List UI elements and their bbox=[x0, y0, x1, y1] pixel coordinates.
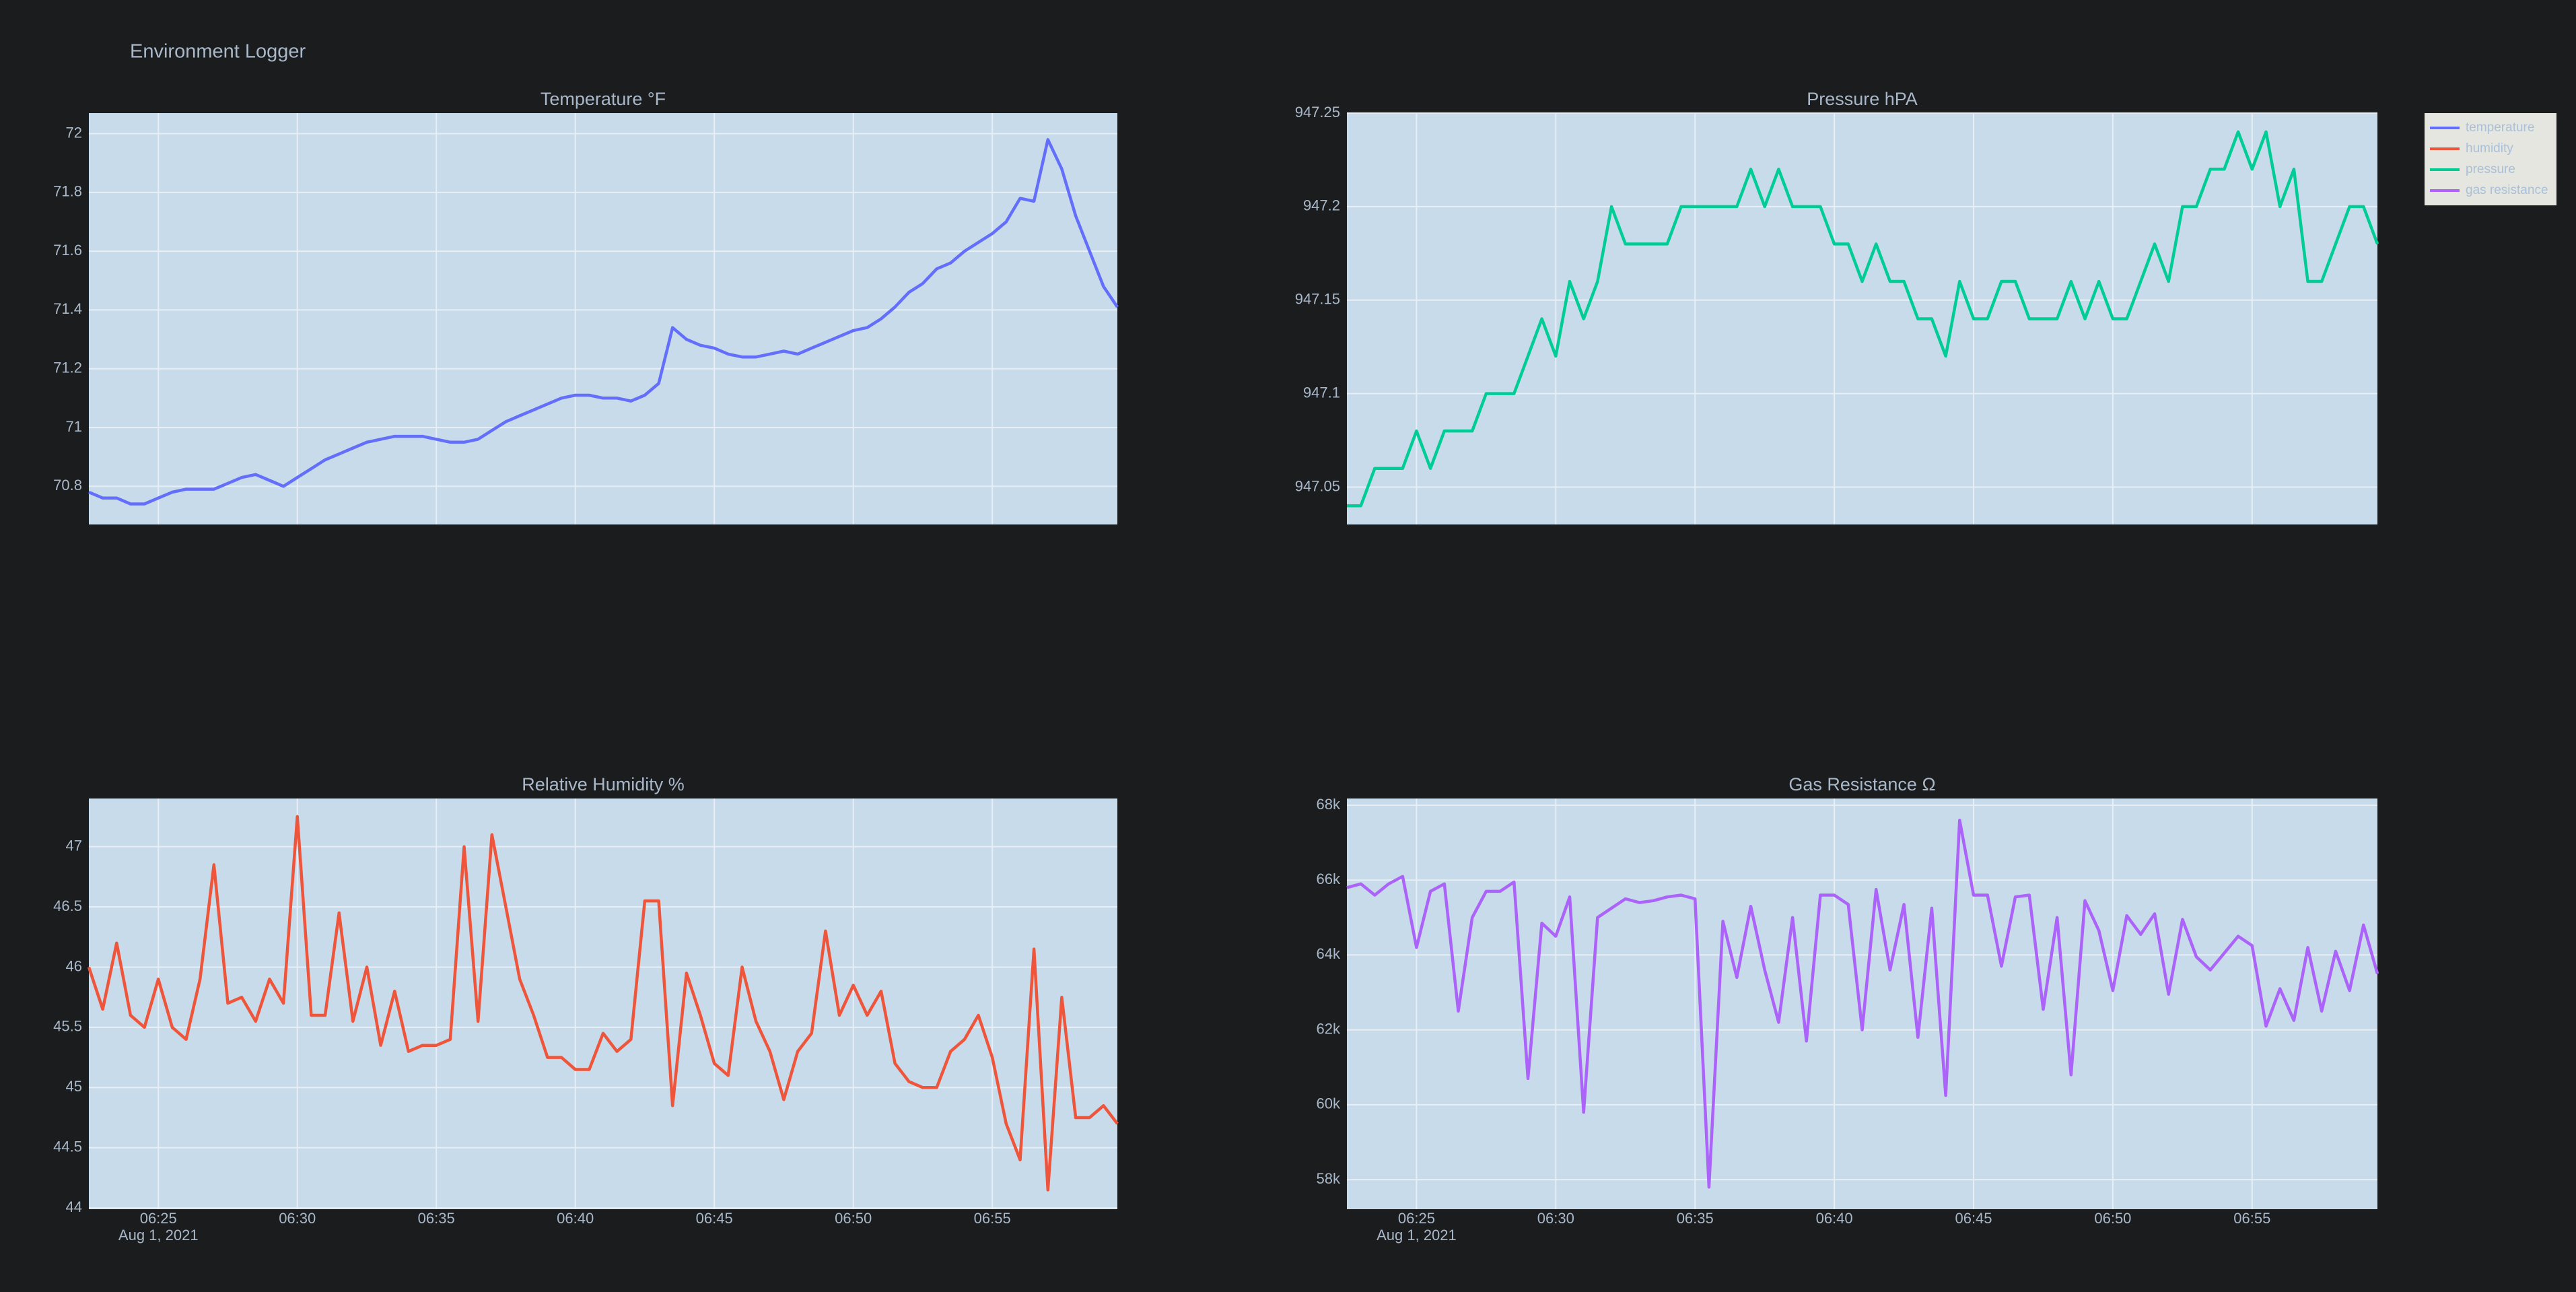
y-tick-label: 45.5 bbox=[53, 1018, 82, 1035]
x-tick-label: 06:45 bbox=[1955, 1210, 1992, 1227]
y-tick-label: 62k bbox=[1317, 1020, 1341, 1037]
y-tick-label: 71 bbox=[66, 418, 82, 435]
y-tick-label: 71.6 bbox=[53, 242, 82, 259]
y-tick-label: 47 bbox=[66, 837, 82, 854]
x-tick-label: 06:50 bbox=[2094, 1210, 2131, 1227]
y-tick-label: 66k bbox=[1317, 871, 1341, 887]
legend-label: temperature bbox=[2466, 121, 2534, 135]
x-tick-label: 06:25 bbox=[140, 1210, 177, 1227]
x-tick-label: 06:40 bbox=[1816, 1210, 1853, 1227]
chart-title: Pressure hPA bbox=[1807, 89, 1918, 109]
y-tick-label: 71.2 bbox=[53, 360, 82, 376]
x-tick-label: 06:50 bbox=[835, 1210, 872, 1227]
plot-area bbox=[1347, 798, 2377, 1209]
y-tick-label: 44 bbox=[66, 1198, 82, 1215]
x-tick-label: 06:35 bbox=[1677, 1210, 1714, 1227]
y-tick-label: 947.25 bbox=[1295, 104, 1340, 121]
legend-label: pressure bbox=[2466, 162, 2515, 176]
x-tick-label: 06:40 bbox=[557, 1210, 594, 1227]
legend-label: humidity bbox=[2466, 141, 2513, 156]
data-line bbox=[1347, 130, 2379, 508]
x-tick-date: Aug 1, 2021 bbox=[1377, 1227, 1457, 1244]
y-tick-label: 46 bbox=[66, 957, 82, 974]
y-tick-label: 44.5 bbox=[53, 1138, 82, 1155]
y-tick-label: 947.15 bbox=[1295, 291, 1340, 308]
y-tick-label: 947.1 bbox=[1303, 384, 1340, 401]
chart-title: Relative Humidity % bbox=[522, 774, 685, 794]
y-tick-label: 947.05 bbox=[1295, 477, 1340, 494]
y-tick-label: 947.2 bbox=[1303, 197, 1340, 214]
data-line bbox=[87, 815, 1119, 1192]
x-tick-label: 06:45 bbox=[696, 1210, 733, 1227]
page-title: Environment Logger bbox=[130, 41, 306, 63]
y-tick-label: 45 bbox=[66, 1078, 82, 1095]
x-tick-label: 06:25 bbox=[1398, 1210, 1435, 1227]
x-tick-label: 06:30 bbox=[1537, 1210, 1574, 1227]
y-tick-label: 64k bbox=[1317, 945, 1341, 962]
x-tick-label: 06:35 bbox=[418, 1210, 455, 1227]
y-tick-label: 72 bbox=[66, 124, 82, 141]
x-tick-label: 06:55 bbox=[2233, 1210, 2270, 1227]
chart-title: Gas Resistance Ω bbox=[1788, 774, 1935, 794]
x-tick-label: 06:55 bbox=[974, 1210, 1011, 1227]
y-tick-label: 46.5 bbox=[53, 897, 82, 914]
x-tick-date: Aug 1, 2021 bbox=[118, 1227, 199, 1244]
y-tick-label: 71.8 bbox=[53, 183, 82, 200]
chart-title: Temperature °F bbox=[541, 89, 666, 109]
data-line bbox=[1346, 819, 2379, 1189]
x-tick-label: 06:30 bbox=[279, 1210, 316, 1227]
y-tick-label: 70.8 bbox=[53, 477, 82, 494]
data-line bbox=[88, 138, 1119, 506]
y-tick-label: 58k bbox=[1317, 1170, 1341, 1187]
plot-area bbox=[89, 113, 1117, 524]
legend-label: gas resistance bbox=[2466, 183, 2548, 197]
y-tick-label: 71.4 bbox=[53, 300, 82, 317]
y-tick-label: 68k bbox=[1317, 796, 1341, 813]
plot-area bbox=[1347, 113, 2377, 524]
y-tick-label: 60k bbox=[1317, 1095, 1341, 1112]
